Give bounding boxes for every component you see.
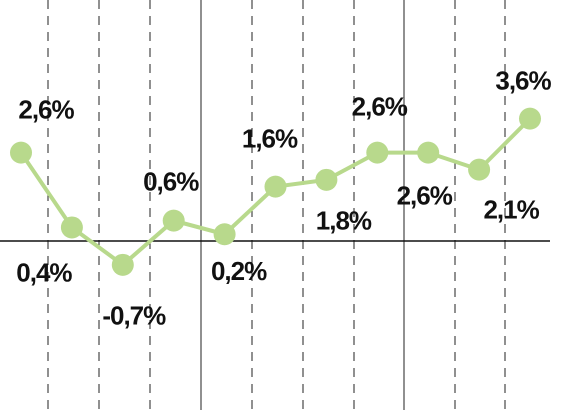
data-point (60, 216, 83, 239)
data-point (10, 141, 32, 164)
data-point (417, 141, 440, 164)
value-label: 0,4% (16, 257, 72, 287)
data-point (264, 175, 287, 198)
value-label: 1,6% (242, 124, 298, 154)
data-point (213, 223, 236, 246)
data-point (366, 141, 389, 164)
value-label: 2,6% (352, 92, 408, 122)
value-label: 0,2% (211, 256, 267, 286)
data-point (111, 253, 134, 276)
data-point (315, 168, 338, 191)
data-point (468, 158, 491, 181)
value-label: -0,7% (102, 301, 166, 331)
value-label: 2,1% (483, 195, 539, 225)
value-label: 0,6% (143, 167, 199, 197)
value-label: 2,6% (18, 95, 74, 125)
data-point (162, 209, 185, 232)
value-label: 1,8% (316, 206, 372, 236)
separators (47, 0, 506, 410)
data-point (519, 107, 541, 130)
value-label: 3,6% (495, 66, 551, 96)
value-label: 2,6% (397, 181, 453, 211)
